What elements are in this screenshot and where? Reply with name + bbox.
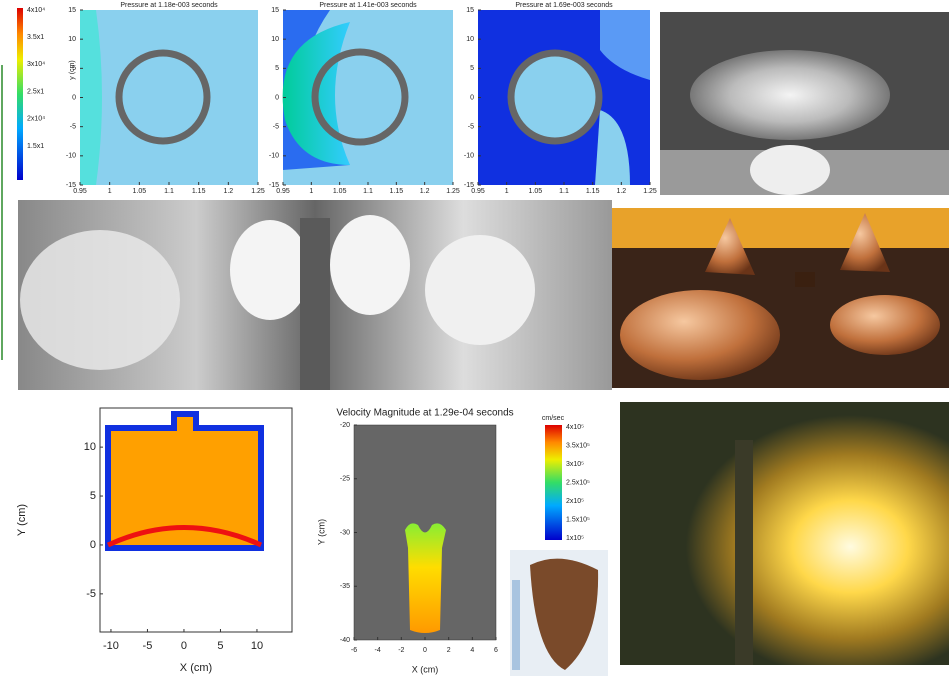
x-tick-label: -6 (351, 647, 357, 654)
x-tick-label: 1.2 (223, 188, 233, 195)
x-tick-label: 2 (447, 647, 451, 654)
colorbar-label: 3x10⁴ (27, 61, 45, 68)
colorbar (545, 425, 562, 540)
x-tick-label: 0 (423, 647, 427, 654)
y-tick-label: -10 (464, 153, 474, 160)
x-tick-label: 1.1 (164, 188, 174, 195)
pressure-field (80, 10, 258, 185)
x-tick-label: -5 (143, 640, 153, 652)
x-tick-label: 1.2 (616, 188, 626, 195)
y-tick-label: -10 (66, 153, 76, 160)
x-tick-label: 5 (217, 640, 223, 652)
x-tick-label: 1.1 (559, 188, 569, 195)
x-tick-label: 1.15 (390, 188, 404, 195)
explosion-photo (660, 12, 949, 195)
y-tick-label: 15 (68, 7, 76, 14)
x-tick-label: 1.25 (251, 188, 265, 195)
y-tick-label: -25 (340, 476, 350, 483)
x-tick-label: 1.05 (133, 188, 147, 195)
y-axis-label: y (cm) (69, 60, 76, 79)
x-tick-label: 10 (251, 640, 263, 652)
y-tick-label: 5 (90, 490, 96, 502)
x-tick-label: 1.05 (529, 188, 543, 195)
x-tick-label: 4 (470, 647, 474, 654)
colorbar-label: 3x10⁵ (566, 461, 584, 468)
y-tick-label: -20 (340, 422, 350, 429)
x-tick-label: 1.15 (192, 188, 206, 195)
x-tick-label: -2 (398, 647, 404, 654)
y-tick-label: -15 (66, 182, 76, 189)
geometry-shape (105, 411, 264, 551)
y-tick-label: 5 (470, 65, 474, 72)
copper-cones-photo (612, 208, 949, 388)
y-axis-label: Y (cm) (16, 504, 28, 536)
x-tick-label: -4 (375, 647, 381, 654)
colorbar-label: 3.5x1 (27, 34, 44, 41)
x-tick-label: 0.95 (73, 188, 87, 195)
y-tick-label: -5 (70, 124, 76, 131)
pressure-field (282, 10, 453, 185)
velocity-field (405, 523, 446, 633)
y-tick-label: -35 (340, 583, 350, 590)
x-axis-label: X (cm) (180, 662, 212, 674)
x-axis-label: X (cm) (412, 664, 439, 674)
plot-title: Pressure at 1.18e-003 seconds (120, 2, 218, 9)
x-tick-label: 6 (494, 647, 498, 654)
pressure-field (478, 10, 650, 185)
colorbar-label: 1.5x1 (27, 143, 44, 150)
x-tick-label: -10 (103, 640, 119, 652)
y-tick-label: 5 (275, 65, 279, 72)
colorbar-label: 2.5x10⁵ (566, 479, 590, 486)
x-tick-label: 1 (108, 188, 112, 195)
y-tick-label: 0 (72, 94, 76, 101)
y-tick-label: -15 (269, 182, 279, 189)
colorbar (17, 8, 23, 180)
x-tick-label: 0.95 (471, 188, 485, 195)
y-tick-label: 15 (466, 7, 474, 14)
y-tick-label: -5 (86, 588, 96, 600)
y-tick-label: -30 (340, 529, 350, 536)
y-tick-label: 10 (271, 36, 279, 43)
plot-title: Velocity Magnitude at 1.29e-04 seconds (336, 408, 513, 419)
colorbar-unit: cm/sec (542, 415, 565, 422)
y-tick-label: 0 (470, 94, 474, 101)
y-tick-label: 0 (275, 94, 279, 101)
x-tick-label: 1.05 (333, 188, 347, 195)
colorbar-label: 2x10⁵ (566, 498, 584, 505)
y-tick-label: -5 (273, 124, 279, 131)
x-tick-label: 1 (505, 188, 509, 195)
colorbar-label: 3.5x10⁵ (566, 442, 590, 449)
colorbar-label: 2.5x1 (27, 88, 44, 95)
plot-title: Pressure at 1.69e-003 seconds (515, 2, 613, 9)
y-tick-label: 10 (84, 441, 96, 453)
smoke-photo (18, 200, 612, 390)
y-axis-label: Y (cm) (316, 519, 326, 545)
y-tick-label: 10 (68, 36, 76, 43)
x-tick-label: 1.15 (586, 188, 600, 195)
x-tick-label: 1.25 (643, 188, 657, 195)
fragment-photo (510, 550, 608, 676)
y-tick-label: 10 (466, 36, 474, 43)
y-tick-label: -40 (340, 637, 350, 644)
x-tick-label: 1 (309, 188, 313, 195)
colorbar-label: 4x10⁵ (566, 424, 584, 431)
x-tick-label: 0.95 (276, 188, 290, 195)
y-tick-label: -10 (269, 153, 279, 160)
colorbar-label: 1.5x10⁵ (566, 516, 590, 523)
x-tick-label: 1.1 (363, 188, 373, 195)
y-tick-label: 15 (271, 7, 279, 14)
y-tick-label: -5 (468, 124, 474, 131)
x-tick-label: 1.2 (420, 188, 430, 195)
colorbar-label: 2x10⁴ (27, 116, 45, 123)
plot-title: Pressure at 1.41e-003 seconds (319, 2, 417, 9)
y-tick-label: -15 (464, 182, 474, 189)
y-tick-label: 0 (90, 539, 96, 551)
colorbar-label: 4x10⁴ (27, 7, 45, 14)
y-tick-label: 5 (72, 65, 76, 72)
colorbar-label: 1x10⁵ (566, 535, 584, 542)
fire-photo (620, 402, 949, 665)
x-tick-label: 0 (181, 640, 187, 652)
x-tick-label: 1.25 (446, 188, 460, 195)
